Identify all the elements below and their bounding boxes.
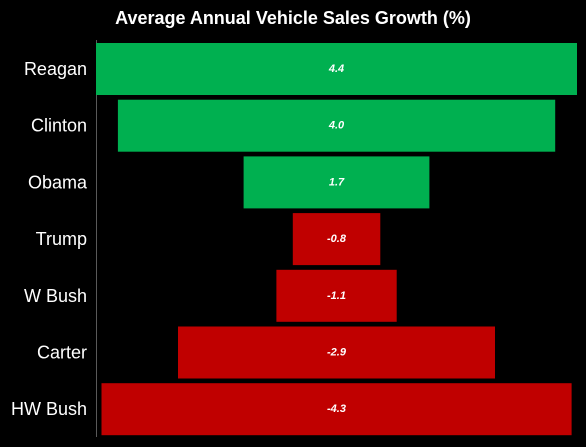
bar-obama <box>243 156 430 209</box>
value-label-clinton: 4.0 <box>328 120 345 132</box>
value-label-hw-bush: -4.3 <box>327 403 346 415</box>
category-labels-group: Reagan Clinton Obama Trump W Bush Carter HW Bu… <box>11 59 88 419</box>
value-label-reagan: 4.4 <box>328 63 344 75</box>
value-labels-group: 4.4 4.0 1.7 -0.8 -1.1 -2.9 -4.3 <box>327 63 347 415</box>
category-label-w-bush: W Bush <box>24 286 87 306</box>
bar-clinton <box>117 99 556 152</box>
bar-trump <box>292 213 381 266</box>
bars-group <box>96 43 577 436</box>
chart-title: Average Annual Vehicle Sales Growth (%) <box>115 8 471 28</box>
category-label-obama: Obama <box>28 172 88 192</box>
category-label-carter: Carter <box>37 343 87 363</box>
category-label-hw-bush: HW Bush <box>11 399 87 419</box>
bar-w-bush <box>276 269 397 322</box>
category-label-reagan: Reagan <box>24 59 87 79</box>
category-label-clinton: Clinton <box>31 116 87 136</box>
value-label-w-bush: -1.1 <box>327 290 346 302</box>
bar-carter <box>178 326 495 379</box>
value-label-obama: 1.7 <box>329 176 345 188</box>
category-label-trump: Trump <box>36 229 87 249</box>
bar-hw-bush <box>101 383 572 436</box>
value-label-trump: -0.8 <box>327 233 347 245</box>
value-label-carter: -2.9 <box>327 347 347 359</box>
bar-reagan <box>96 43 577 95</box>
